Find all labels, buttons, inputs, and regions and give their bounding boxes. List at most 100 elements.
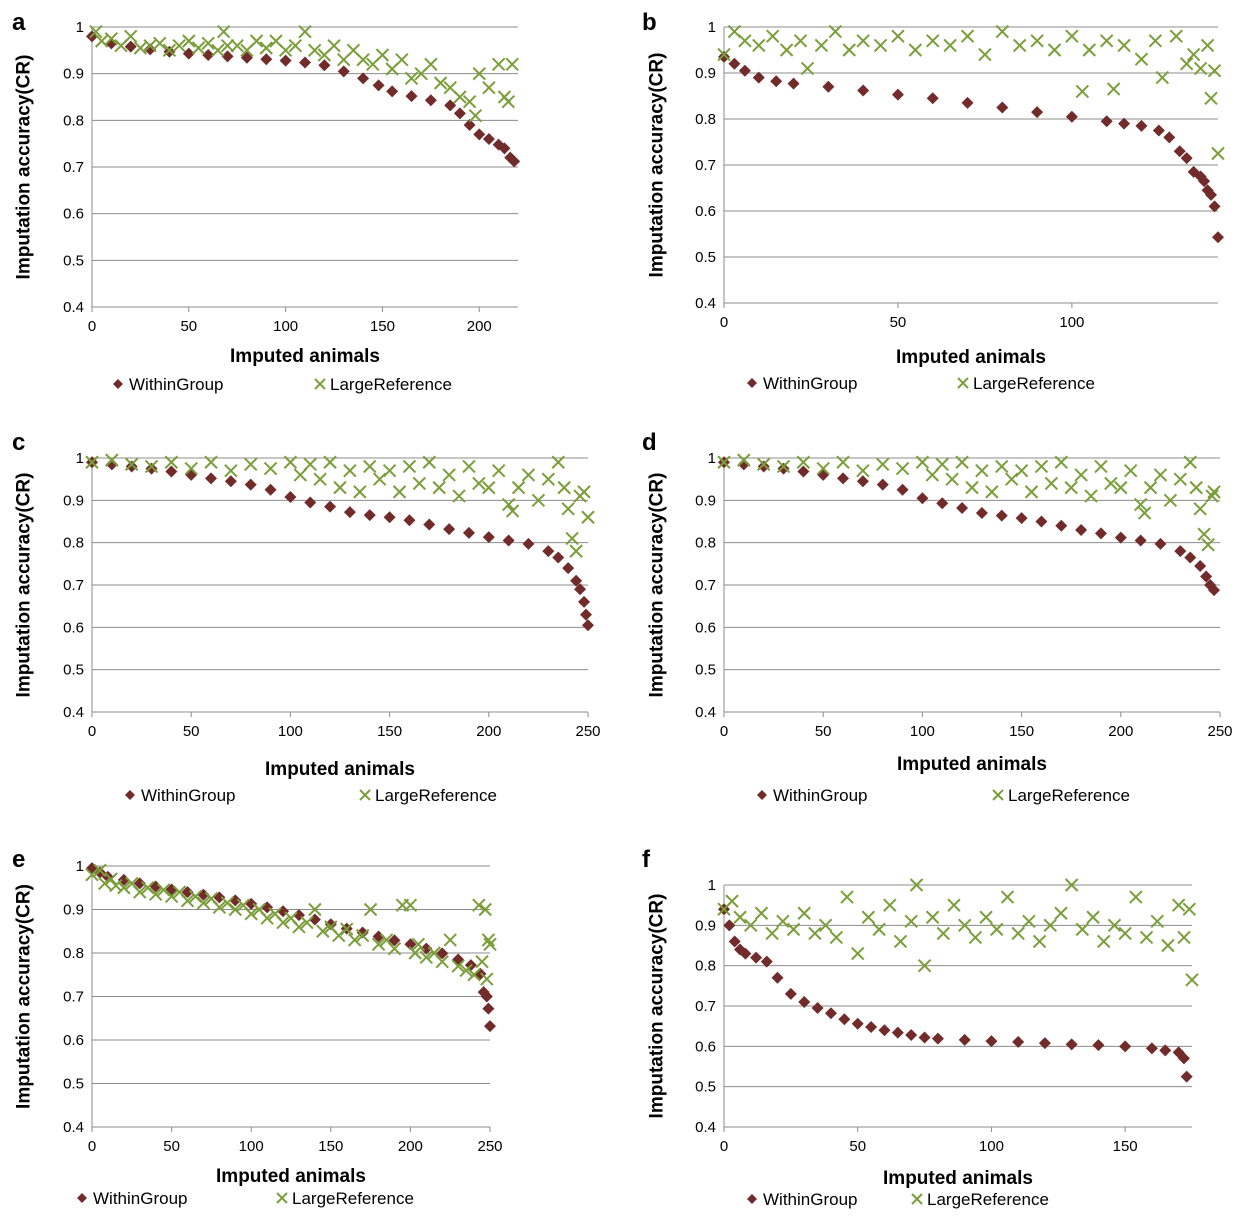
large-reference-point	[947, 898, 961, 912]
within-group-point	[728, 57, 741, 70]
y-tick-label: 0.8	[695, 535, 716, 552]
large-reference-point	[551, 455, 565, 469]
y-tick-label: 0.4	[63, 299, 84, 316]
large-reference-point	[744, 918, 758, 933]
large-reference-point	[462, 94, 477, 109]
within-group-point	[580, 608, 593, 621]
large-reference-point	[883, 898, 897, 912]
large-reference-point	[968, 930, 983, 945]
large-reference-point	[856, 34, 870, 48]
large-reference-point	[1012, 38, 1027, 53]
large-reference-point	[1030, 34, 1044, 48]
large-reference-point	[1211, 146, 1225, 161]
large-reference-point	[1054, 455, 1068, 469]
y-tick-label: 0.8	[63, 112, 84, 129]
large-reference-point	[1117, 38, 1131, 53]
within-group-point	[926, 92, 939, 105]
large-reference-point	[990, 922, 1004, 937]
within-group-point	[124, 40, 137, 53]
legend: WithinGroup LargeReference	[125, 786, 497, 805]
large-reference-point	[1054, 906, 1068, 920]
within-group-point	[261, 901, 274, 914]
within-group-point	[1174, 545, 1187, 558]
large-reference-point	[1014, 463, 1029, 478]
y-tick-label: 0.9	[63, 902, 84, 919]
within-group-point	[838, 1013, 851, 1026]
y-axis-title: Imputation accuracy(CR)	[14, 473, 35, 698]
panel-letter: e	[12, 846, 25, 873]
legend-label-large-reference: LargeReference	[292, 1189, 414, 1208]
within-group-point	[145, 462, 158, 475]
within-group-point	[985, 1035, 998, 1048]
x-tick-label: 150	[1113, 1138, 1138, 1155]
x-axis-title: Imputed animals	[883, 1168, 1033, 1189]
x-axis-title: Imputed animals	[230, 346, 380, 367]
y-tick-label: 0.6	[695, 1038, 716, 1055]
within-group-point	[916, 492, 929, 505]
large-reference-point	[1047, 43, 1062, 57]
large-reference-point	[851, 946, 865, 961]
large-reference-point	[443, 933, 457, 947]
large-reference-point	[985, 485, 999, 499]
large-reference-point	[829, 930, 844, 945]
large-reference-point	[561, 502, 575, 516]
within-group-point	[284, 490, 297, 503]
large-reference-point	[808, 926, 822, 941]
large-reference-point	[288, 38, 303, 53]
y-tick-label: 0.4	[695, 704, 716, 721]
large-reference-point	[472, 66, 486, 81]
within-group-point	[876, 478, 889, 491]
within-group-point	[502, 534, 515, 547]
series-LargeReference	[85, 453, 595, 558]
large-reference-point	[148, 887, 163, 901]
within-group-point	[770, 75, 783, 88]
large-reference-point	[459, 963, 473, 978]
within-group-point	[936, 497, 949, 510]
within-group-point	[299, 56, 311, 69]
large-reference-point	[424, 57, 438, 72]
large-reference-point	[307, 43, 322, 58]
large-reference-point	[392, 485, 407, 499]
large-reference-point	[316, 924, 330, 938]
within-group-point	[996, 101, 1009, 114]
panel-c: c 0.4 0.5 0.6 0.7 0.8 0.9 1 0 50 100 150 200 250 Imput…	[12, 429, 601, 805]
within-group-point	[244, 478, 257, 491]
y-tick-label: 0.5	[695, 1079, 716, 1096]
large-reference-point	[1155, 70, 1170, 85]
large-reference-point	[1034, 459, 1049, 474]
within-group-point	[508, 155, 521, 168]
large-reference-point	[356, 52, 370, 67]
within-group-point	[1152, 124, 1165, 137]
within-group-point	[224, 475, 237, 488]
large-reference-point	[1134, 52, 1149, 66]
within-group-point	[304, 496, 317, 509]
x-tick-label: 50	[890, 314, 907, 331]
large-reference-point	[836, 455, 850, 469]
y-tick-label: 0.7	[695, 998, 716, 1015]
within-group-point	[757, 460, 770, 473]
large-reference-point	[433, 76, 448, 90]
large-reference-point	[1197, 527, 1211, 541]
large-reference-point	[244, 907, 258, 921]
within-group-point	[279, 54, 292, 67]
within-group-point	[386, 85, 399, 98]
legend: WithinGroup LargeReference	[757, 786, 1130, 805]
large-reference-point	[1139, 930, 1154, 945]
large-reference-point	[1107, 918, 1122, 933]
legend-label-large-reference: LargeReference	[330, 375, 452, 394]
panel-letter: b	[642, 9, 657, 36]
y-tick-label: 0.9	[63, 492, 84, 509]
legend-marker-large-reference	[314, 378, 326, 390]
large-reference-point	[482, 80, 496, 95]
within-group-point	[462, 526, 475, 539]
large-reference-point	[94, 34, 109, 48]
within-group-point	[1015, 512, 1028, 525]
within-group-point	[453, 107, 466, 120]
within-group-point	[181, 886, 194, 899]
large-reference-point	[895, 461, 910, 476]
y-tick-label: 1	[76, 450, 84, 467]
large-reference-point	[1097, 934, 1111, 949]
within-group-point	[1035, 515, 1048, 528]
large-reference-point	[164, 455, 179, 469]
